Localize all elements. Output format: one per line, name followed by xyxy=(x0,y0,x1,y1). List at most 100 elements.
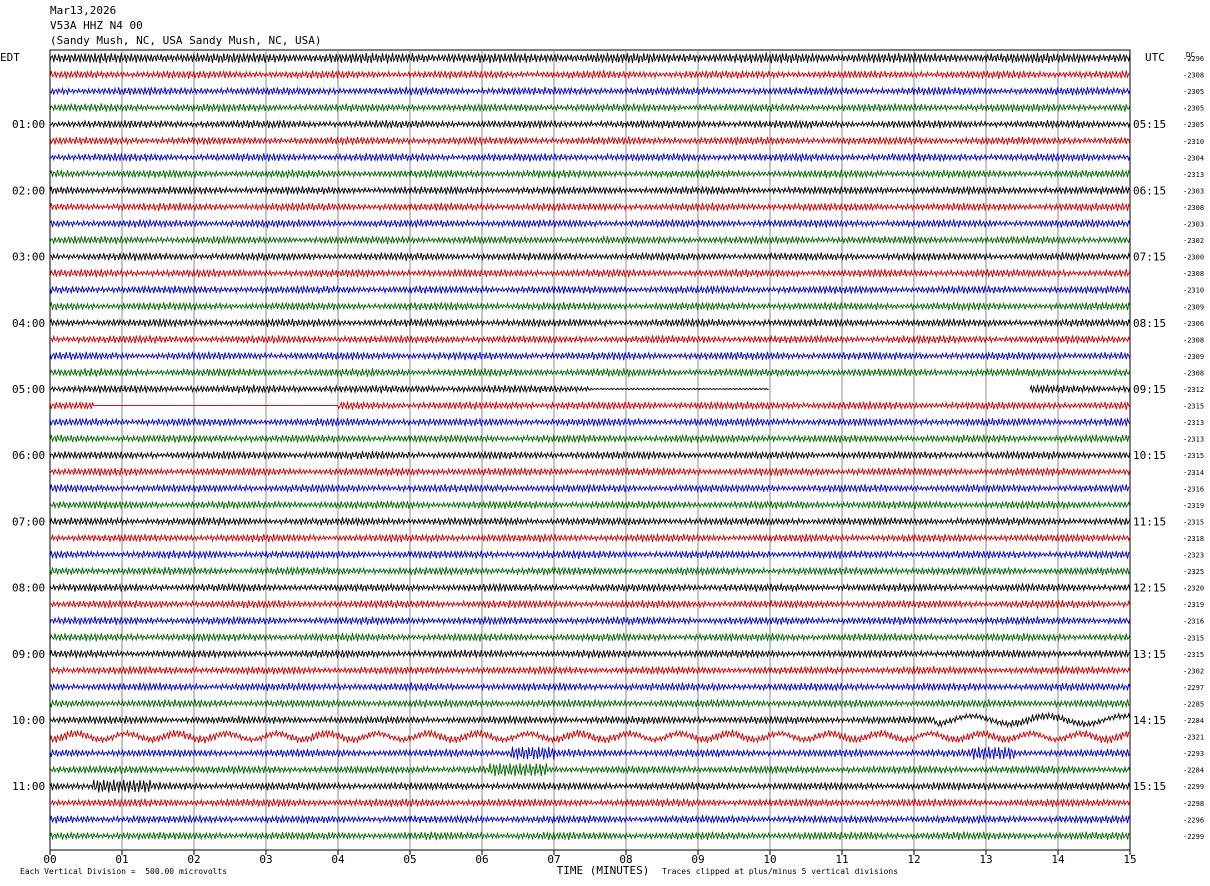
x-tick-label: 13 xyxy=(979,853,992,866)
seismic-trace xyxy=(49,268,1131,279)
x-tick-label: 01 xyxy=(115,853,128,866)
dc-offset-label: -2316 xyxy=(1183,485,1204,493)
dc-offset-label: -2305 xyxy=(1183,121,1204,129)
dc-offset-label: -2299 xyxy=(1183,783,1204,791)
seismic-trace xyxy=(49,417,1131,428)
axis-labels: -2296 -2308 -2305 -2305 -2305 -2310 -2304 -2313… xyxy=(0,51,1204,877)
seismic-trace xyxy=(49,665,1131,676)
seismic-trace xyxy=(49,52,1131,64)
seismic-trace xyxy=(49,367,1131,378)
x-tick-label: 09 xyxy=(691,853,704,866)
seismic-trace xyxy=(49,698,1131,709)
dc-offset-label: -2315 xyxy=(1183,452,1204,460)
dc-offset-label: -2308 xyxy=(1183,72,1204,80)
seismic-trace xyxy=(49,135,1131,146)
edt-time-label: 03:00 xyxy=(12,251,45,264)
x-tick-label: 10 xyxy=(763,853,776,866)
seismic-trace xyxy=(49,648,1131,659)
footer-clip-note: Traces clipped at plus/minus 5 vertical … xyxy=(662,867,899,876)
dc-offset-label: -2313 xyxy=(1183,419,1204,427)
x-tick-label: 03 xyxy=(259,853,272,866)
dc-offset-label: -2315 xyxy=(1183,634,1204,642)
dc-offset-label: -2284 xyxy=(1183,717,1204,725)
x-tick-label: 05 xyxy=(403,853,416,866)
utc-time-label: 10:15 xyxy=(1133,449,1166,462)
dc-offset-label: -2298 xyxy=(1183,800,1204,808)
dc-offset-label: -2318 xyxy=(1183,535,1204,543)
seismic-trace xyxy=(49,797,1131,808)
seismic-trace xyxy=(49,400,1131,411)
seismic-trace xyxy=(49,615,1131,626)
seismic-trace xyxy=(49,681,1131,692)
plot-frame xyxy=(49,49,1131,851)
edt-time-label: 05:00 xyxy=(12,383,45,396)
seismic-trace xyxy=(49,317,1131,328)
header-channel: V53A HHZ N4 00 xyxy=(50,19,143,32)
seismic-trace xyxy=(49,728,1131,745)
dc-offset-label: -2285 xyxy=(1183,700,1204,708)
seismic-trace xyxy=(49,483,1131,494)
x-axis-title: TIME (MINUTES) xyxy=(557,864,650,877)
seismic-trace xyxy=(49,566,1131,577)
x-tick-label: 07 xyxy=(547,853,560,866)
seismic-trace xyxy=(49,235,1131,246)
seismic-trace xyxy=(49,351,1131,361)
seismic-trace xyxy=(49,830,1131,841)
dc-offset-label: -2293 xyxy=(1183,750,1204,758)
seismic-trace xyxy=(49,334,1131,345)
edt-time-label: 08:00 xyxy=(12,582,45,595)
dc-offset-label: -2319 xyxy=(1183,601,1204,609)
dc-offset-label: -2303 xyxy=(1183,221,1204,229)
dc-offset-label: -2299 xyxy=(1183,833,1204,841)
dc-offset-label: -2308 xyxy=(1183,204,1204,212)
utc-time-label: 05:15 xyxy=(1133,118,1166,131)
dc-offset-label: -2321 xyxy=(1183,734,1204,742)
footer-scale-note: Each Vertical Division = 500.00 microvol… xyxy=(20,867,228,876)
dc-offset-label: -2303 xyxy=(1183,187,1204,195)
header-location: (Sandy Mush, NC, USA Sandy Mush, NC, USA… xyxy=(50,34,322,47)
seismic-trace xyxy=(49,599,1131,610)
dc-offset-label: -2319 xyxy=(1183,502,1204,510)
dc-offset-label: -2310 xyxy=(1183,138,1204,146)
seismic-trace xyxy=(49,185,1131,196)
seismic-trace xyxy=(49,202,1131,212)
x-tick-label: 11 xyxy=(835,853,848,866)
seismic-trace xyxy=(49,466,1131,477)
dc-offset-label: -2313 xyxy=(1183,171,1204,179)
dc-header-label: DC xyxy=(1186,51,1194,59)
dc-offset-label: -2314 xyxy=(1183,469,1204,477)
utc-time-label: 08:15 xyxy=(1133,317,1166,330)
dc-offset-label: -2306 xyxy=(1183,320,1204,328)
dc-offset-label: -2320 xyxy=(1183,585,1204,593)
dc-offset-label: -2325 xyxy=(1183,568,1204,576)
dc-offset-label: -2304 xyxy=(1183,154,1204,162)
dc-offset-label: -2297 xyxy=(1183,684,1204,692)
dc-offset-label: -2300 xyxy=(1183,254,1204,262)
dc-offset-label: -2315 xyxy=(1183,651,1204,659)
seismic-trace xyxy=(49,284,1131,295)
dc-offset-label: -2315 xyxy=(1183,518,1204,526)
seismic-trace xyxy=(49,152,1131,163)
dc-offset-label: -2308 xyxy=(1183,369,1204,377)
x-tick-label: 14 xyxy=(1051,853,1065,866)
x-tick-label: 15 xyxy=(1123,853,1136,866)
seismic-trace xyxy=(49,814,1131,825)
seismic-trace xyxy=(49,383,769,394)
x-tick-label: 02 xyxy=(187,853,200,866)
seismic-trace xyxy=(49,779,1131,793)
x-tick-label: 08 xyxy=(619,853,632,866)
time-grid xyxy=(49,49,1131,855)
edt-time-label: 10:00 xyxy=(12,714,45,727)
dc-offset-label: -2284 xyxy=(1183,767,1204,775)
edt-time-label: 04:00 xyxy=(12,317,45,330)
dc-offset-label: -2323 xyxy=(1183,552,1204,560)
edt-time-label: 07:00 xyxy=(12,515,45,528)
seismic-trace xyxy=(1029,384,1131,394)
dc-offset-label: -2316 xyxy=(1183,618,1204,626)
seismic-trace xyxy=(49,450,1131,461)
seismic-trace xyxy=(49,746,1131,760)
utc-time-label: 15:15 xyxy=(1133,780,1166,793)
seismic-trace xyxy=(49,516,1131,527)
seismic-trace xyxy=(49,168,1131,179)
utc-time-label: 12:15 xyxy=(1133,582,1166,595)
